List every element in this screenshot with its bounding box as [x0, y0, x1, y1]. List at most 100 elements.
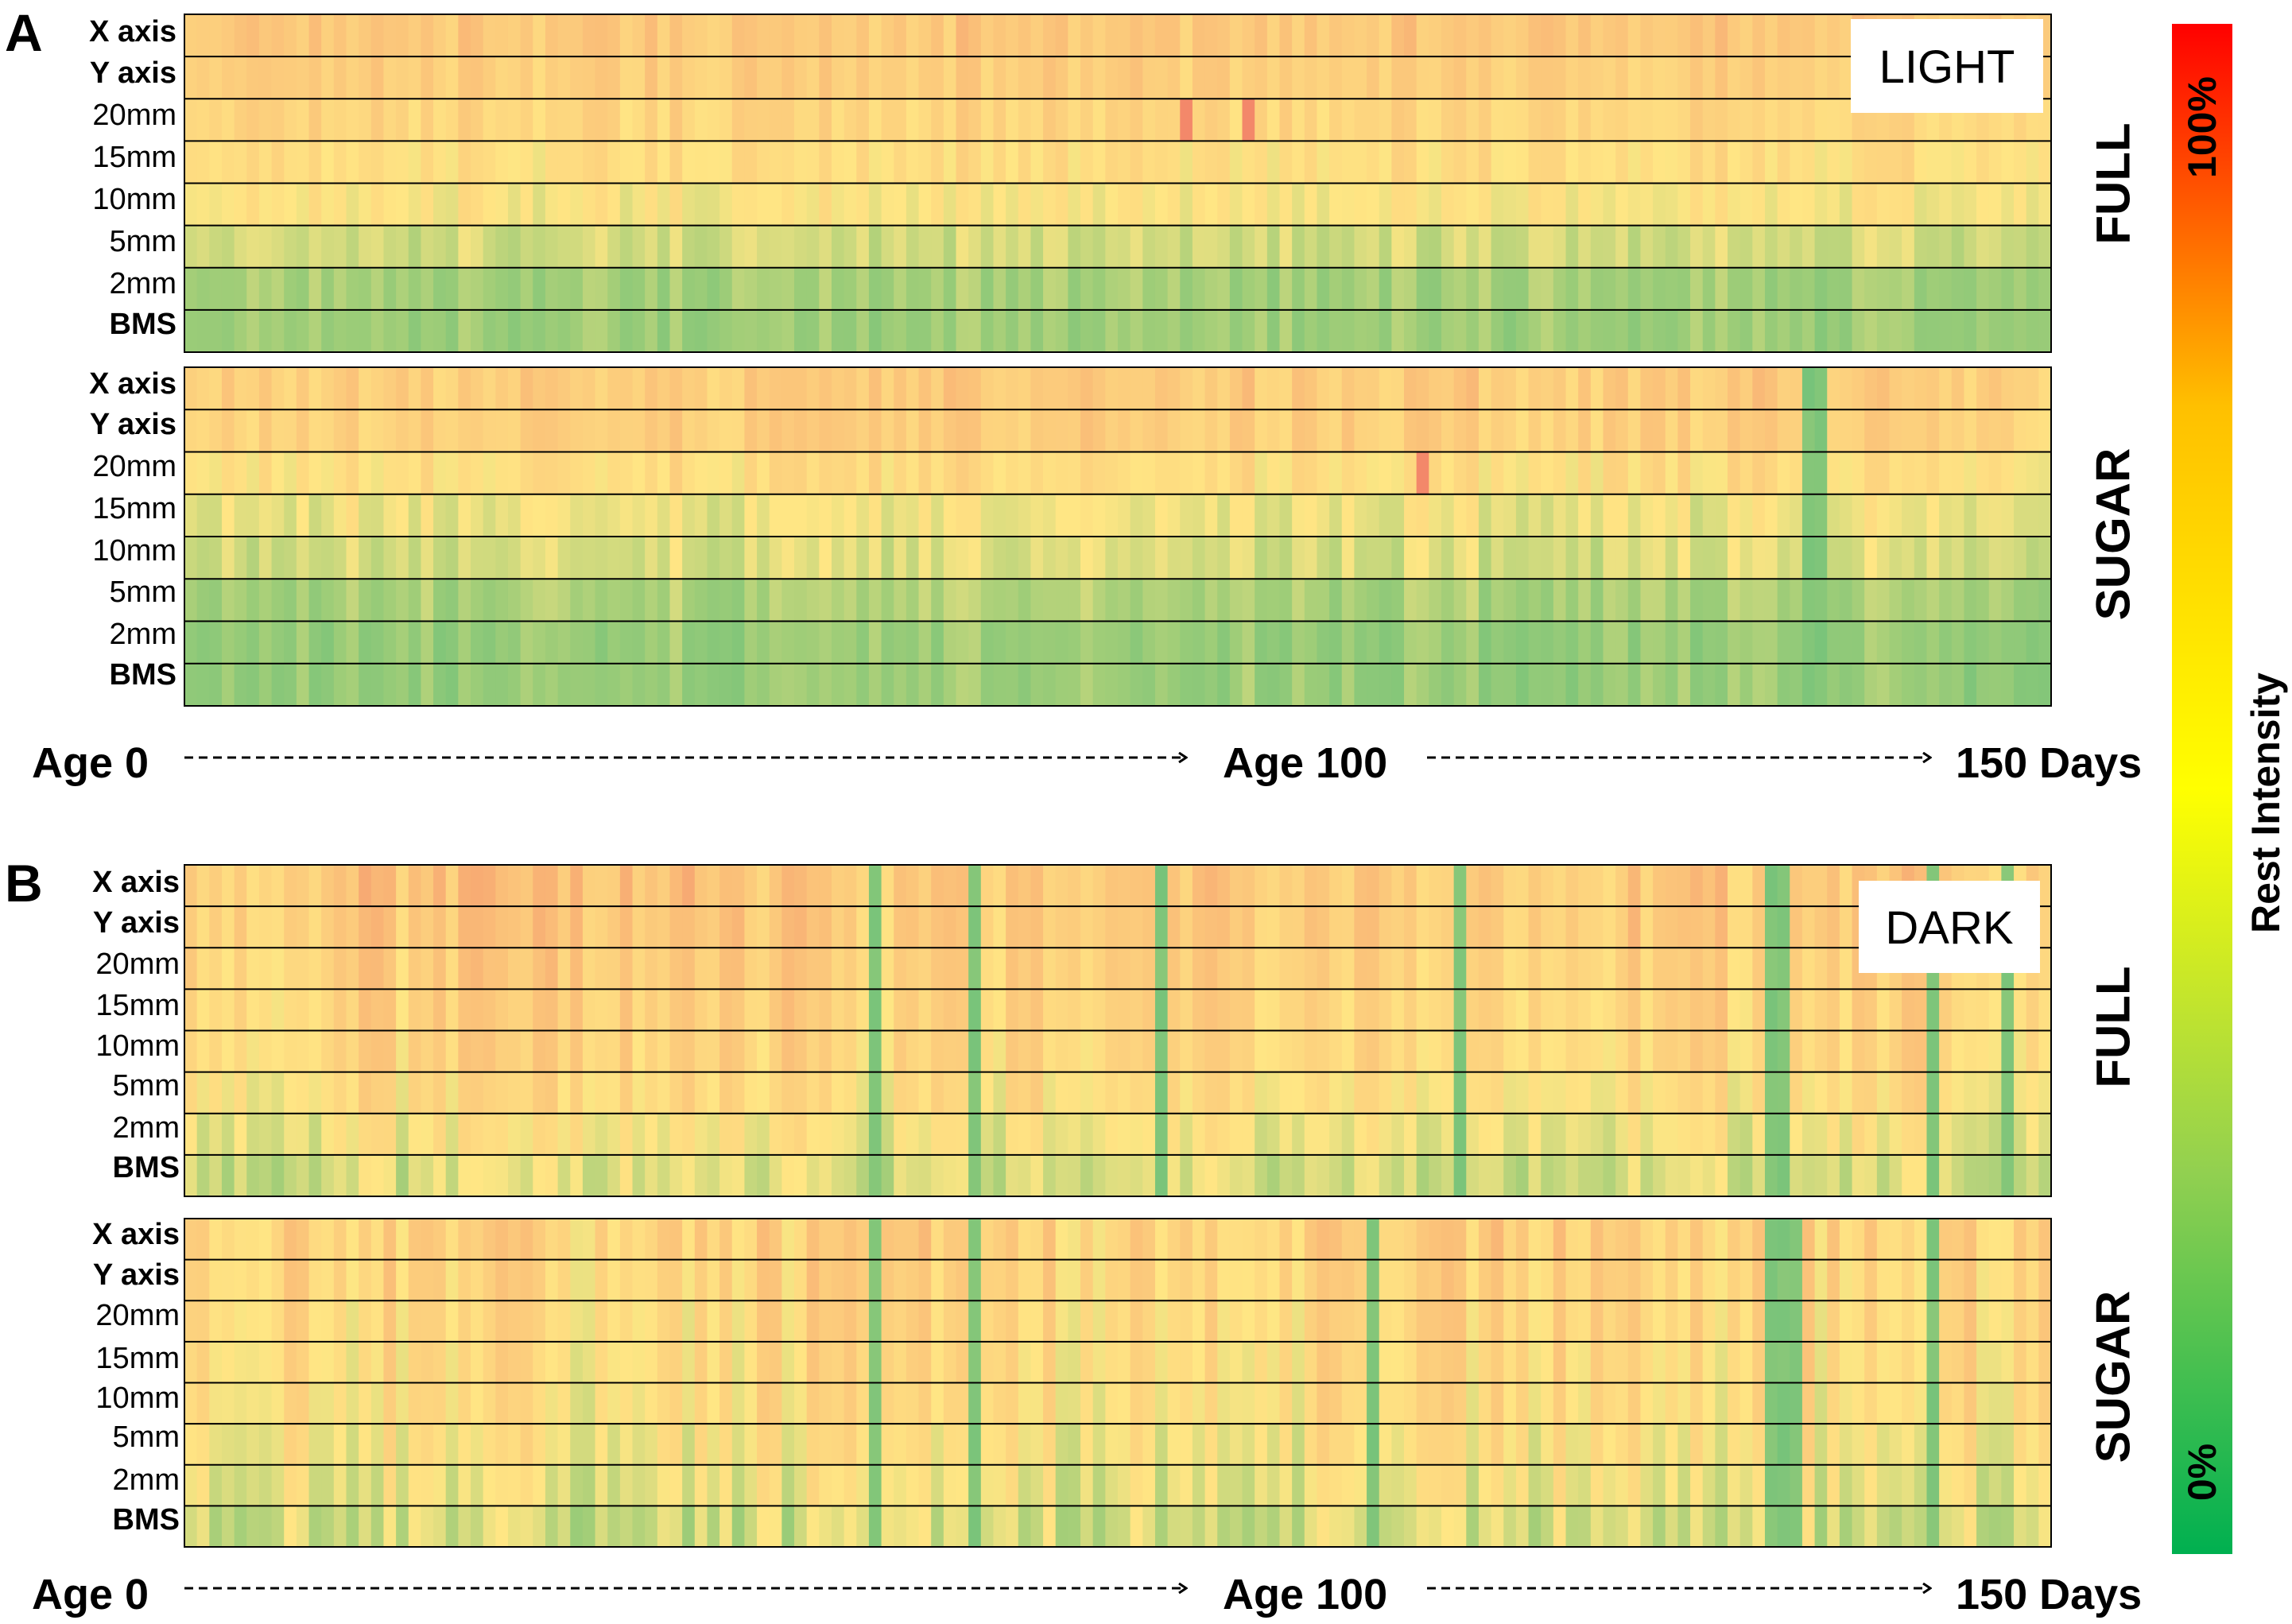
heatmap-cell — [346, 1113, 359, 1156]
heatmap-cell — [1329, 1382, 1343, 1424]
heatmap-cell — [956, 537, 969, 579]
heatmap-cell — [1416, 1154, 1429, 1197]
heatmap-cell — [1764, 14, 1778, 57]
heatmap-cell — [557, 537, 571, 579]
heatmap-cell — [1142, 494, 1156, 537]
heatmap-cell — [421, 141, 434, 184]
row-label: 10mm — [95, 1382, 180, 1415]
heatmap-cell — [1354, 409, 1367, 452]
heatmap-cell — [1728, 579, 1741, 622]
heatmap-cell — [421, 1341, 434, 1383]
heatmap-cell — [234, 452, 247, 495]
heatmap-cell — [1690, 494, 1704, 537]
heatmap-cell — [993, 537, 1006, 579]
heatmap-cell — [520, 309, 533, 353]
heatmap-cell — [234, 1113, 247, 1156]
heatmap-cell — [769, 1072, 782, 1114]
heatmap-cell — [757, 56, 770, 99]
heatmap-cell — [1627, 1259, 1642, 1301]
heatmap-cell — [1329, 1341, 1343, 1383]
heatmap-cell — [221, 367, 235, 410]
heatmap-cell — [1018, 183, 1032, 227]
heatmap-cell — [520, 1464, 533, 1506]
heatmap-cell — [1503, 1424, 1517, 1466]
heatmap-cell — [1764, 99, 1778, 141]
heatmap-cell — [246, 906, 260, 948]
heatmap-cell — [1304, 1072, 1318, 1114]
heatmap-cell — [495, 663, 509, 707]
heatmap-cell — [1665, 14, 1678, 57]
heatmap-cell — [1292, 1154, 1305, 1197]
heatmap-cell — [669, 1113, 683, 1156]
heatmap-cell — [258, 621, 273, 665]
heatmap-cell — [1603, 367, 1616, 410]
heatmap-cell — [1889, 1072, 1902, 1114]
heatmap-cell — [433, 183, 447, 227]
heatmap-cell — [1640, 1382, 1654, 1424]
heatmap-cell — [520, 989, 533, 1031]
heatmap-cell — [370, 1300, 385, 1343]
heatmap-cell — [1080, 99, 1094, 141]
heatmap-cell — [645, 1030, 658, 1073]
heatmap-cell — [1964, 1382, 1977, 1424]
heatmap-cell — [296, 1506, 310, 1548]
heatmap-cell — [246, 1300, 260, 1343]
heatmap-cell — [1964, 989, 1977, 1031]
heatmap-border — [184, 864, 2052, 1197]
heatmap-cell — [1665, 141, 1678, 184]
heatmap-cell — [1939, 267, 1953, 311]
heatmap-cell — [1030, 663, 1044, 707]
heatmap-cell — [1690, 141, 1704, 184]
heatmap-cell — [1068, 141, 1081, 184]
heatmap-cell — [731, 141, 745, 184]
heatmap-cell — [1154, 537, 1169, 579]
heatmap-cell — [2001, 1464, 2015, 1506]
heatmap-cell — [968, 409, 982, 452]
heatmap-cell — [769, 56, 782, 99]
heatmap-cell — [2014, 141, 2027, 184]
heatmap-cell — [1453, 309, 1467, 353]
heatmap-cell — [1864, 1072, 1878, 1114]
heatmap-cell — [333, 579, 347, 622]
heatmap-cell — [1391, 141, 1405, 184]
heatmap-cell — [1404, 1072, 1417, 1114]
heatmap-cell — [1478, 1154, 1492, 1197]
heatmap-cell — [731, 14, 745, 57]
heatmap-cell — [844, 1300, 857, 1343]
heatmap-cell — [1603, 309, 1616, 353]
heatmap-cell — [1590, 1154, 1604, 1197]
heatmap-cell — [1827, 225, 1840, 269]
heatmap-cell — [1105, 1424, 1119, 1466]
heatmap-cell — [1354, 56, 1367, 99]
heatmap-cell — [1976, 494, 1990, 537]
heatmap-cell — [1640, 1113, 1654, 1156]
heatmap-cell — [184, 309, 198, 353]
heatmap-cell — [308, 537, 322, 579]
heatmap-cell — [557, 1154, 571, 1197]
heatmap-cell — [1266, 56, 1281, 99]
heatmap-cell — [1018, 1219, 1032, 1261]
heatmap-cell — [271, 452, 285, 495]
heatmap-cell — [931, 14, 944, 57]
heatmap-cell — [1292, 309, 1305, 353]
heatmap-cell — [1739, 1072, 1753, 1114]
heatmap-cell — [1329, 494, 1343, 537]
heatmap-cell — [234, 409, 247, 452]
heatmap-cell — [831, 1072, 845, 1114]
heatmap-cell — [918, 1382, 932, 1424]
heatmap-cell — [1814, 14, 1828, 57]
heatmap-cell — [1939, 367, 1953, 410]
heatmap-cell — [533, 14, 546, 57]
heatmap-cell — [359, 579, 372, 622]
heatmap-cell — [632, 1154, 646, 1197]
heatmap-cell — [1367, 225, 1380, 269]
heatmap-cell — [856, 621, 870, 665]
heatmap-cell — [1690, 663, 1704, 707]
heatmap-cell — [731, 183, 745, 227]
heatmap-cell — [1702, 56, 1716, 99]
heatmap-cell — [1627, 56, 1642, 99]
heatmap-cell — [1242, 537, 1255, 579]
heatmap-cell — [234, 537, 247, 579]
heatmap-cell — [445, 989, 459, 1031]
heatmap-cell — [645, 579, 658, 622]
